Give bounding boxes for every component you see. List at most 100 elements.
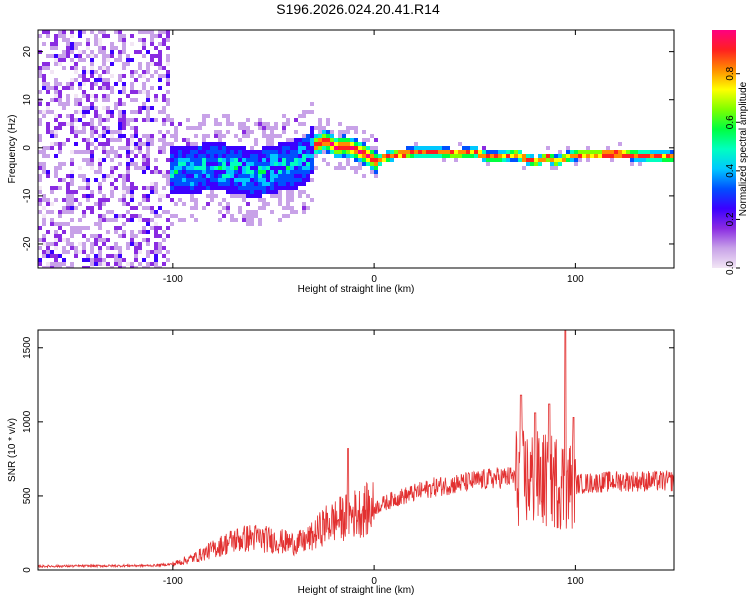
spectrogram-cell [254, 170, 258, 174]
spectrogram-cell [346, 158, 350, 162]
spectrogram-cell [122, 146, 126, 150]
spectrogram-cell [202, 154, 206, 158]
spectrogram-cell [250, 170, 254, 174]
spectrogram-cell [262, 170, 266, 174]
spectrogram-cell [434, 150, 438, 154]
spectrogram-cell [226, 170, 230, 174]
spectrogram-cell [202, 138, 206, 142]
spectrogram-cell [482, 154, 486, 158]
spectrogram-cell [170, 186, 174, 190]
spectrogram-cell [202, 114, 206, 118]
spectrogram-cell [46, 62, 50, 66]
spectrogram-cell [178, 150, 182, 154]
spectrogram-cell [86, 98, 90, 102]
spectrogram-cell [266, 134, 270, 138]
spectrogram-cell [378, 162, 382, 166]
spectrogram-cell [98, 226, 102, 230]
spectrogram-cell [370, 170, 374, 174]
spectrogram-cell [114, 166, 118, 170]
spectrogram-cell [226, 186, 230, 190]
spectrogram-cell [98, 134, 102, 138]
spectrogram-cell [374, 154, 378, 158]
spectrogram-cell [154, 158, 158, 162]
spectrogram-cell [158, 214, 162, 218]
spectrogram-cell [238, 194, 242, 198]
spectrogram-cell [170, 214, 174, 218]
spectrogram-cell [98, 114, 102, 118]
spectrogram-cell [206, 142, 210, 146]
spectrogram-cell [382, 158, 386, 162]
spectrogram-x-tick-label: -100 [163, 274, 183, 285]
spectrogram-cell [142, 142, 146, 146]
spectrogram-cell [290, 166, 294, 170]
spectrogram-cell [306, 158, 310, 162]
spectrogram-cell [146, 266, 150, 268]
spectrogram-cell [366, 154, 370, 158]
spectrogram-cell [94, 222, 98, 226]
spectrogram-cell [150, 206, 154, 210]
spectrogram-cell [270, 210, 274, 214]
spectrogram-cell [70, 246, 74, 250]
spectrogram-cell [50, 134, 54, 138]
snr-y-label: SNR (10 * v/v) [7, 418, 18, 482]
spectrogram-cell [226, 206, 230, 210]
spectrogram-cell [618, 142, 622, 146]
spectrogram-cell [82, 266, 86, 268]
spectrogram-cell [322, 150, 326, 154]
spectrogram-cell [54, 114, 58, 118]
spectrogram-cell [230, 194, 234, 198]
spectrogram-cell [290, 206, 294, 210]
spectrogram-cell [98, 158, 102, 162]
spectrogram-cell [322, 130, 326, 134]
spectrogram-cell [286, 186, 290, 190]
spectrogram-cell [230, 186, 234, 190]
spectrogram-cell [338, 150, 342, 154]
spectrogram-cell [230, 174, 234, 178]
spectrogram-cell [294, 150, 298, 154]
spectrogram-cell [234, 166, 238, 170]
spectrogram-cell [118, 234, 122, 238]
spectrogram-cell [78, 226, 82, 230]
spectrogram-cell [114, 258, 118, 262]
spectrogram-cell [346, 146, 350, 150]
spectrogram-cell [162, 38, 166, 42]
spectrogram-cell [74, 70, 78, 74]
spectrogram-cell [130, 158, 134, 162]
spectrogram-cell [106, 154, 110, 158]
spectrogram-cell [282, 158, 286, 162]
spectrogram-cell [642, 158, 646, 162]
spectrogram-cell [146, 230, 150, 234]
spectrogram-cell [650, 150, 654, 154]
spectrogram-cell [90, 70, 94, 74]
spectrogram-cell [154, 258, 158, 262]
spectrogram-cell [90, 162, 94, 166]
spectrogram-cell [478, 154, 482, 158]
spectrogram-cell [106, 98, 110, 102]
spectrogram-cell [78, 82, 82, 86]
spectrogram-cell [278, 142, 282, 146]
spectrogram-cell [282, 154, 286, 158]
spectrogram-cell [134, 250, 138, 254]
spectrogram-cell [366, 162, 370, 166]
spectrogram-cell [146, 150, 150, 154]
spectrogram-cell [90, 54, 94, 58]
spectrogram-cell [330, 138, 334, 142]
spectrogram-cell [302, 210, 306, 214]
spectrogram-cell [126, 186, 130, 190]
spectrogram-cell [90, 258, 94, 262]
spectrogram-cell [438, 146, 442, 150]
spectrogram-cell [62, 238, 66, 242]
spectrogram-cell [258, 122, 262, 126]
spectrogram-cell [246, 150, 250, 154]
spectrogram-cell [170, 174, 174, 178]
spectrogram-cell [70, 86, 74, 90]
spectrogram-cell [154, 254, 158, 258]
spectrogram-cell [206, 146, 210, 150]
spectrogram-cell [210, 186, 214, 190]
spectrogram-cell [278, 150, 282, 154]
spectrogram-cell [118, 214, 122, 218]
spectrogram-cell [118, 90, 122, 94]
spectrogram-cell [98, 118, 102, 122]
spectrogram-cell [314, 138, 318, 142]
spectrogram-cell [194, 126, 198, 130]
